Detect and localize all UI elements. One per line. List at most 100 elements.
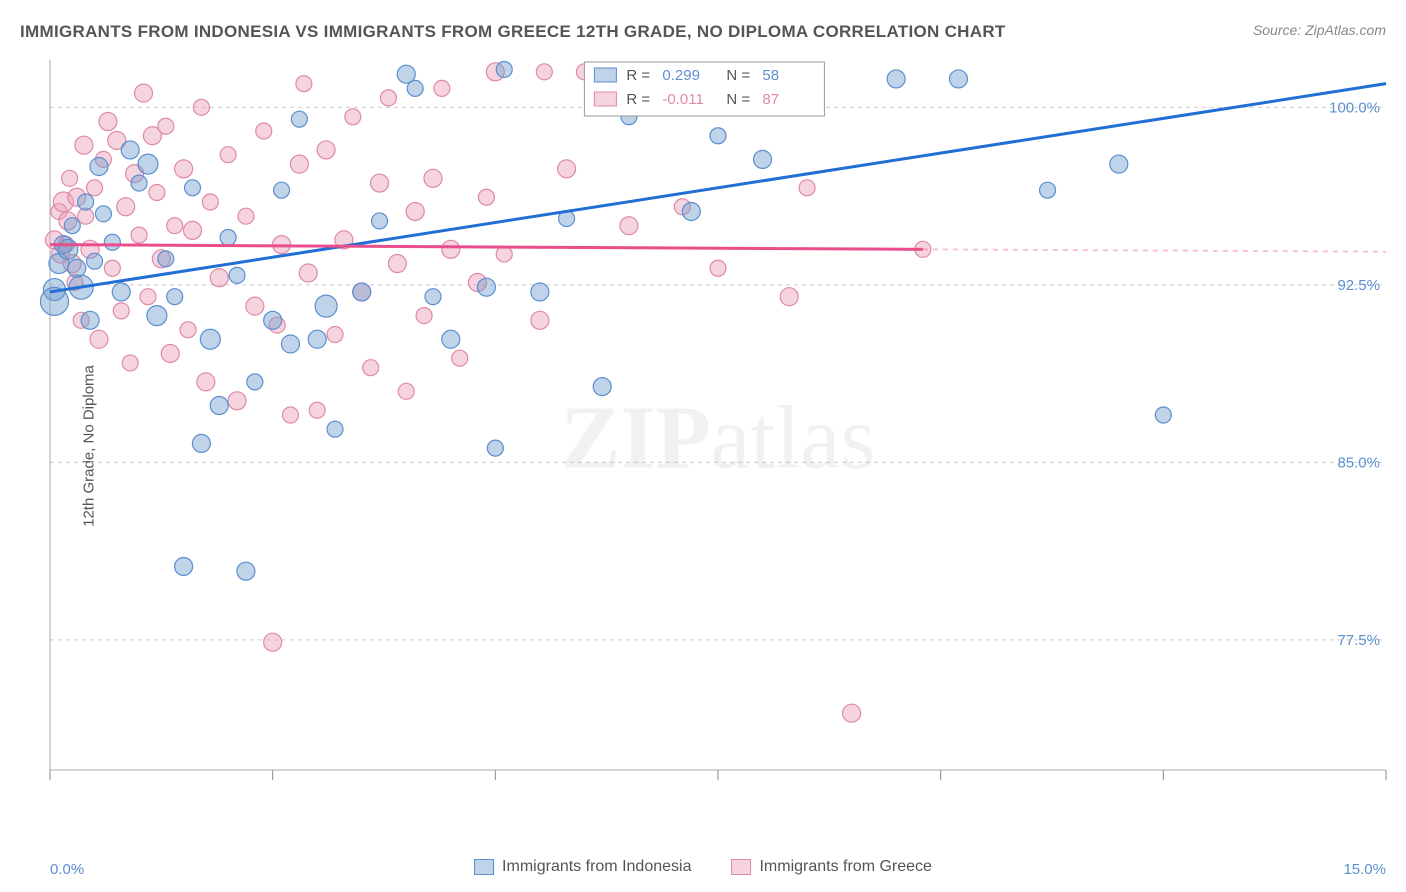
- point-greece: [327, 327, 343, 343]
- point-indonesia: [291, 111, 307, 127]
- point-indonesia: [64, 218, 80, 234]
- y-tick-label: 85.0%: [1337, 454, 1380, 471]
- point-indonesia: [887, 70, 905, 88]
- point-indonesia: [425, 289, 441, 305]
- svg-text:0.299: 0.299: [662, 67, 700, 84]
- bottom-legend: Immigrants from Indonesia Immigrants fro…: [474, 856, 932, 878]
- point-indonesia: [949, 70, 967, 88]
- x-axis-min-label: 0.0%: [50, 861, 84, 878]
- point-greece: [193, 99, 209, 115]
- point-indonesia: [121, 141, 139, 159]
- y-tick-label: 77.5%: [1337, 632, 1380, 649]
- point-greece: [536, 64, 552, 80]
- chart-title: IMMIGRANTS FROM INDONESIA VS IMMIGRANTS …: [20, 22, 1006, 41]
- point-indonesia: [407, 80, 423, 96]
- point-indonesia: [531, 283, 549, 301]
- point-greece: [113, 303, 129, 319]
- point-greece: [799, 180, 815, 196]
- point-indonesia: [147, 306, 167, 326]
- point-greece: [406, 202, 424, 220]
- point-greece: [398, 383, 414, 399]
- point-greece: [210, 269, 228, 287]
- point-greece: [371, 174, 389, 192]
- point-greece: [434, 80, 450, 96]
- point-greece: [363, 360, 379, 376]
- point-greece: [180, 322, 196, 338]
- point-indonesia: [247, 374, 263, 390]
- point-indonesia: [372, 213, 388, 229]
- point-greece: [167, 218, 183, 234]
- point-indonesia: [237, 562, 255, 580]
- point-indonesia: [229, 267, 245, 283]
- svg-text:N =: N =: [726, 91, 750, 108]
- point-indonesia: [353, 283, 371, 301]
- point-greece: [282, 407, 298, 423]
- swatch-indonesia: [474, 859, 494, 875]
- point-indonesia: [131, 175, 147, 191]
- point-greece: [531, 311, 549, 329]
- point-indonesia: [442, 330, 460, 348]
- point-indonesia: [58, 239, 78, 259]
- point-indonesia: [1110, 155, 1128, 173]
- point-greece: [202, 194, 218, 210]
- point-greece: [90, 330, 108, 348]
- point-indonesia: [496, 61, 512, 77]
- point-greece: [558, 160, 576, 178]
- point-indonesia: [90, 158, 108, 176]
- point-greece: [843, 704, 861, 722]
- point-greece: [131, 227, 147, 243]
- point-greece: [197, 373, 215, 391]
- point-indonesia: [220, 230, 236, 246]
- point-greece: [780, 288, 798, 306]
- point-greece: [220, 147, 236, 163]
- point-greece: [299, 264, 317, 282]
- y-tick-label: 100.0%: [1329, 99, 1380, 116]
- point-indonesia: [327, 421, 343, 437]
- point-indonesia: [274, 182, 290, 198]
- point-greece: [416, 308, 432, 324]
- x-axis-max-label: 15.0%: [1343, 861, 1386, 878]
- point-indonesia: [210, 397, 228, 415]
- legend-label-indonesia: Immigrants from Indonesia: [502, 858, 691, 876]
- point-greece: [122, 355, 138, 371]
- point-indonesia: [95, 206, 111, 222]
- point-greece: [264, 633, 282, 651]
- point-greece: [228, 392, 246, 410]
- point-greece: [710, 260, 726, 276]
- point-indonesia: [682, 202, 700, 220]
- point-indonesia: [192, 434, 210, 452]
- point-indonesia: [1155, 407, 1171, 423]
- point-greece: [296, 76, 312, 92]
- point-greece: [140, 289, 156, 305]
- point-indonesia: [68, 259, 86, 277]
- svg-text:N =: N =: [726, 67, 750, 84]
- svg-text:87: 87: [762, 91, 779, 108]
- point-indonesia: [185, 180, 201, 196]
- svg-text:58: 58: [762, 67, 779, 84]
- point-greece: [99, 113, 117, 131]
- point-greece: [75, 136, 93, 154]
- point-greece: [345, 109, 361, 125]
- legend-item-indonesia: Immigrants from Indonesia: [474, 856, 691, 878]
- point-indonesia: [138, 154, 158, 174]
- svg-text:R =: R =: [626, 67, 650, 84]
- point-indonesia: [104, 234, 120, 250]
- point-indonesia: [81, 311, 99, 329]
- point-indonesia: [593, 378, 611, 396]
- point-greece: [117, 198, 135, 216]
- point-greece: [424, 169, 442, 187]
- point-greece: [104, 260, 120, 276]
- correlation-legend: R =0.299N =58R =-0.011N =87: [584, 62, 824, 116]
- point-greece: [246, 297, 264, 315]
- point-indonesia: [175, 557, 193, 575]
- point-indonesia: [754, 150, 772, 168]
- point-greece: [158, 118, 174, 134]
- point-greece: [87, 180, 103, 196]
- y-tick-label: 92.5%: [1337, 277, 1380, 294]
- point-greece: [388, 255, 406, 273]
- point-greece: [290, 155, 308, 173]
- point-indonesia: [264, 311, 282, 329]
- point-greece: [478, 189, 494, 205]
- point-indonesia: [87, 253, 103, 269]
- point-greece: [380, 90, 396, 106]
